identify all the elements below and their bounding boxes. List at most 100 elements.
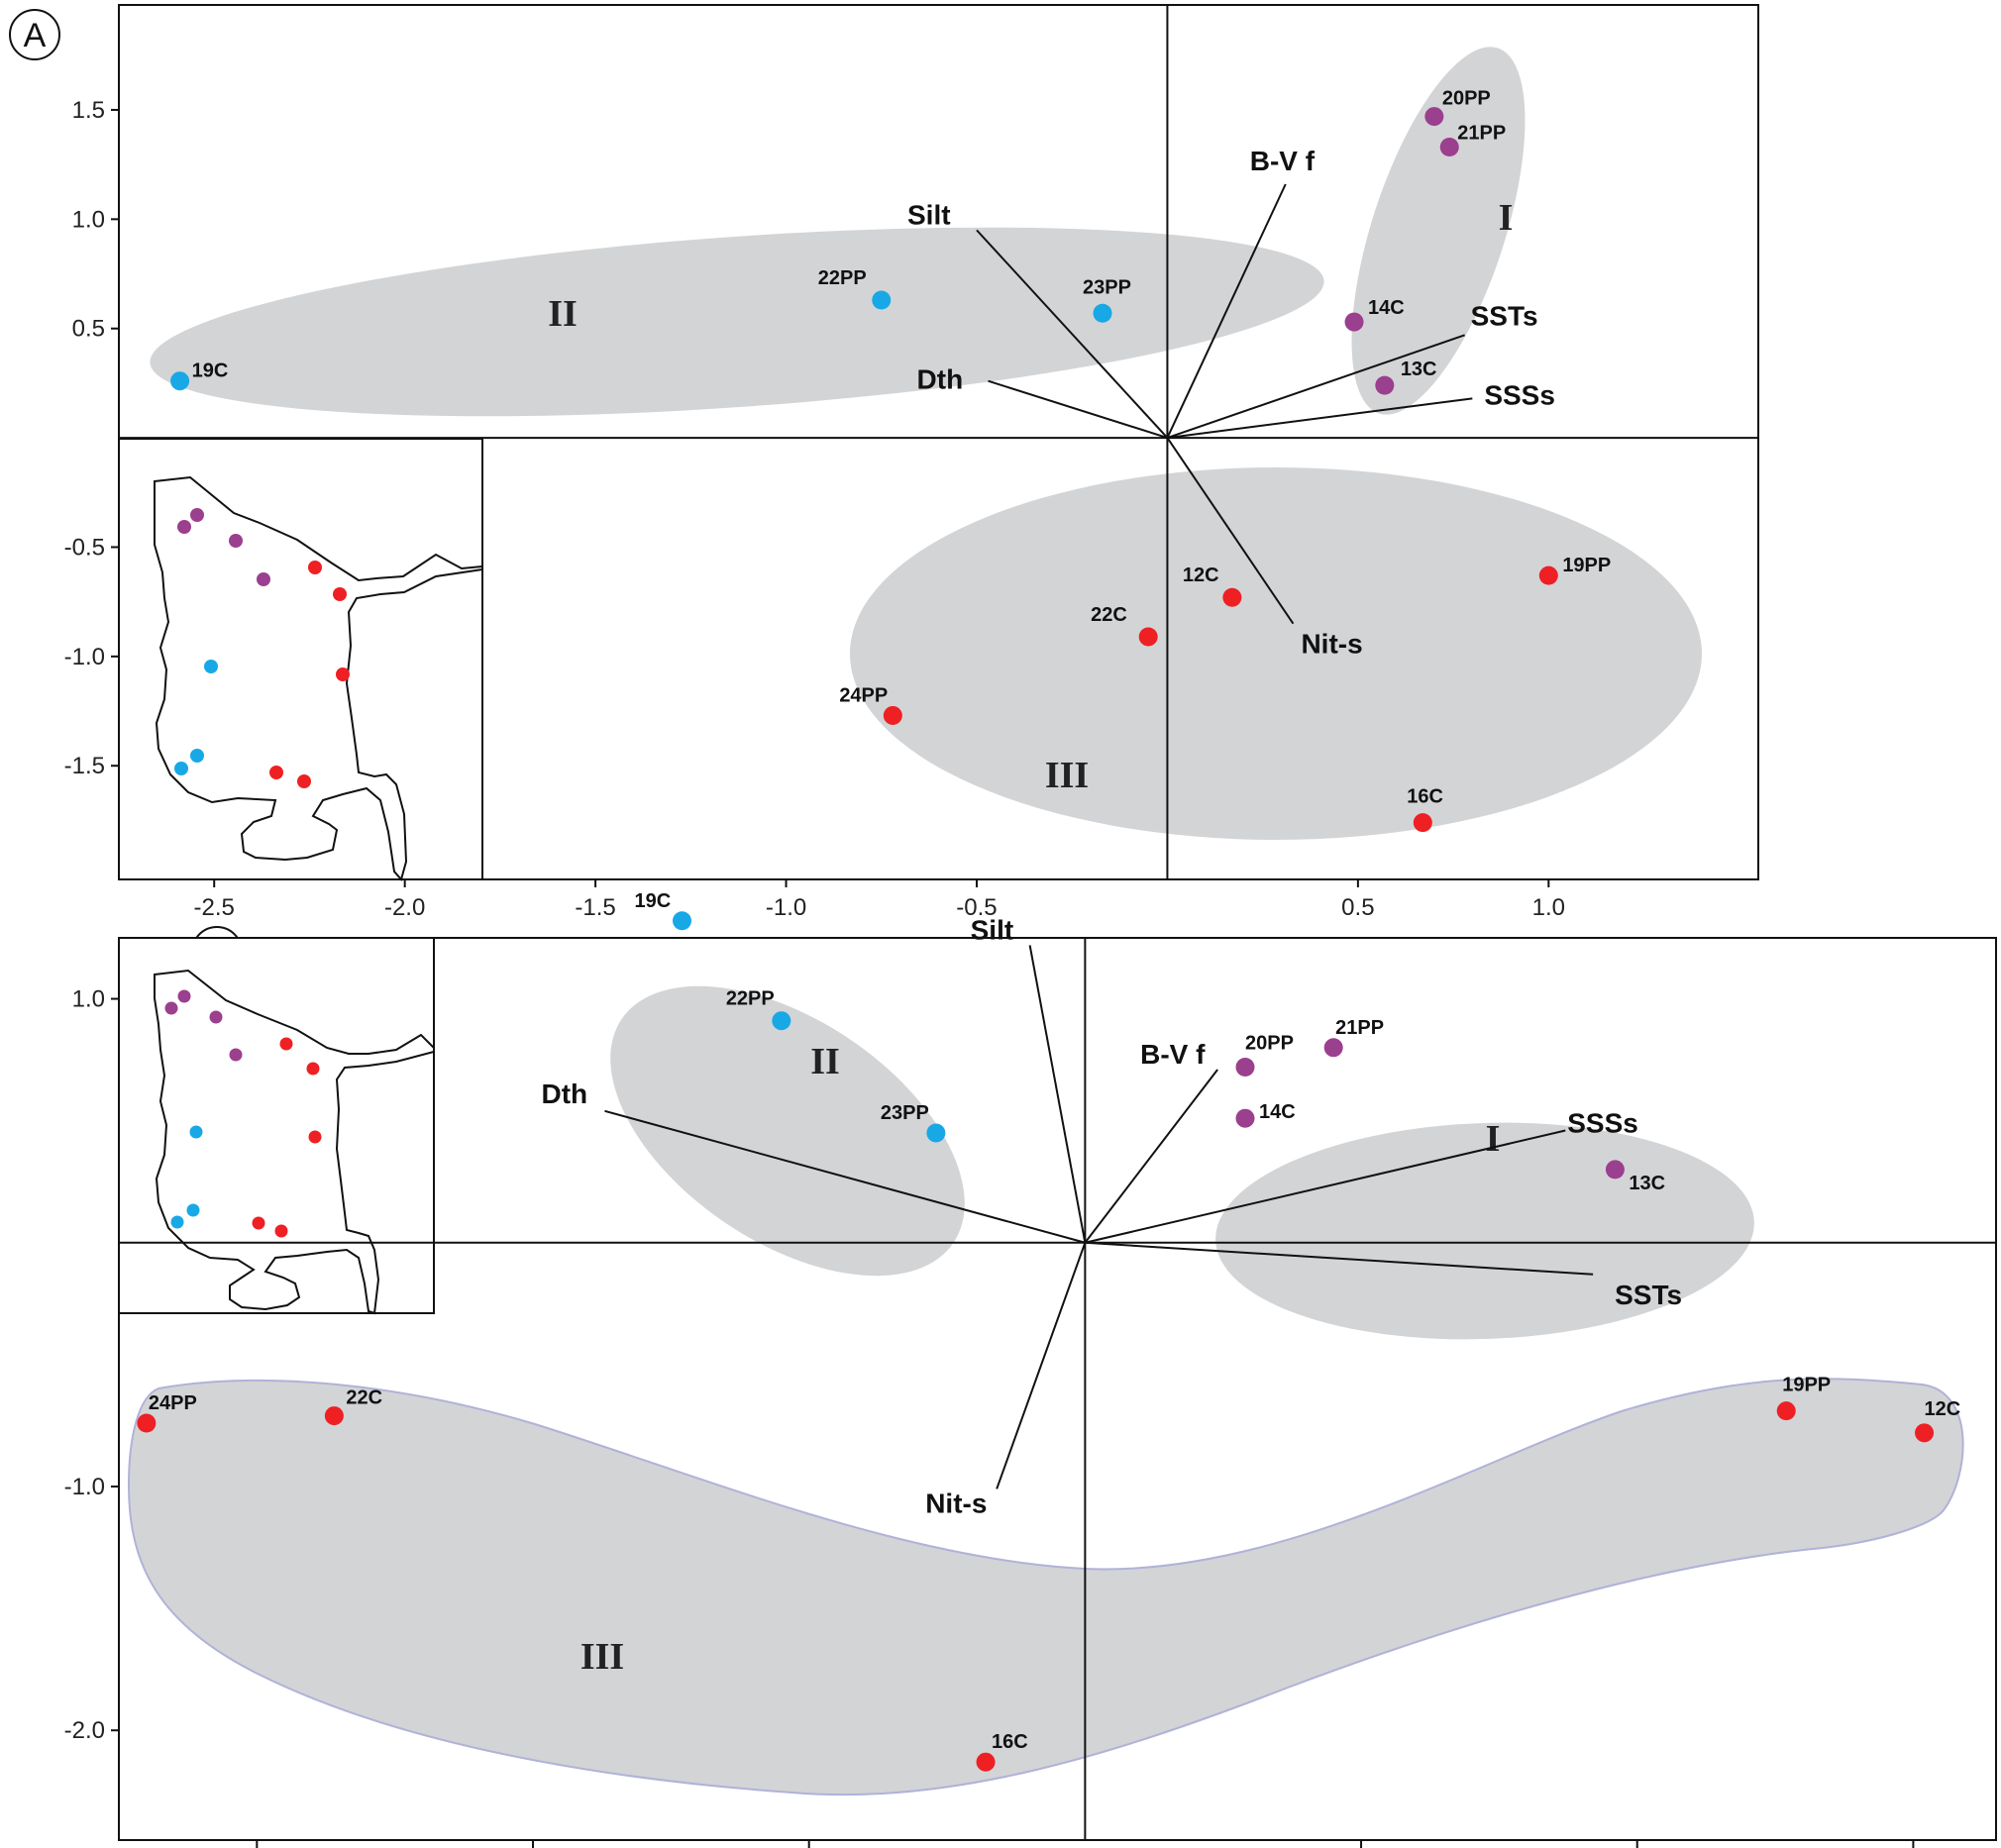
vector-label-silt: Silt [907,199,951,230]
group-ii-label: II [548,293,578,335]
group-ii-label: II [810,1041,840,1082]
point-19c [673,911,691,931]
vector-dth [604,1109,1086,1244]
point-label-23pp: 23PP [881,1102,929,1124]
panel-b-axes [118,937,1997,1841]
group-iii-label: III [1045,755,1089,796]
vector-nit-s [1166,437,1295,625]
point-label-21pp: 21PP [1335,1017,1384,1039]
inset-station-marker [252,1216,265,1230]
point-label-21pp: 21PP [1457,122,1506,144]
point-label-14c: 14C [1368,297,1405,319]
point-16c [976,1752,996,1772]
coastline-outline [154,475,483,882]
vector-label-silt: Silt [971,914,1014,945]
panel-b-points: 19C 22PP 23PP 20PP 21PP 14C 13C 24PP 22C 19PP 12C 1… [137,890,1960,1772]
vector-label-ssss: SSSs [1567,1108,1638,1139]
point-label-13c: 13C [1629,1173,1665,1194]
point-24pp [137,1413,157,1433]
plot-frame [118,4,1759,880]
panel-a-label: A [24,17,47,54]
panel-b-ticks: -1.5-1.0-0.50.51.01.51.0-1.0-2.0 [64,986,1915,1848]
panel-a-inset-map [118,438,483,882]
panel-a-group-ellipses [150,47,1702,840]
vector-silt [1028,945,1087,1243]
point-24pp [883,705,902,725]
vector-b-v-f [1166,183,1287,439]
inset-station-marker [190,749,204,763]
point-20pp [1424,107,1444,127]
x-tick-label: -2.5 [194,894,235,921]
coastline-outline [154,969,435,1315]
inset-station-marker [186,1203,200,1217]
inset-station-marker [274,1224,288,1238]
point-label-19c: 19C [192,360,229,382]
point-22c [1138,627,1158,647]
inset-station-marker [177,989,191,1003]
vector-label-nit-s: Nit-s [1301,629,1362,660]
point-label-19pp: 19PP [1782,1375,1831,1396]
point-14c [1235,1108,1255,1128]
x-tick-label: -2.0 [384,894,425,921]
group-iii-ellipse [850,467,1702,840]
point-label-12c: 12C [1183,565,1219,586]
group-iii-label: III [580,1636,624,1678]
group-i-label: I [1499,197,1514,239]
inset-station-marker [306,1062,320,1076]
point-12c [1222,587,1242,607]
point-16c [1413,813,1432,833]
point-label-22pp: 22PP [726,988,775,1010]
inset-station-marker [297,774,311,788]
vector-ssss [1167,397,1473,440]
plot-frame [118,937,1997,1841]
inset-station-marker [333,587,347,601]
vector-label-ssss: SSSs [1484,379,1555,410]
point-label-14c: 14C [1259,1101,1296,1123]
y-tick-label: -2.0 [64,1717,105,1744]
point-13c [1605,1160,1625,1180]
y-tick-label: -1.5 [64,753,105,779]
y-tick-label: 0.5 [72,316,105,343]
inset-station-marker [279,1037,293,1051]
y-tick-label: 1.0 [72,986,105,1013]
y-tick-label: 1.0 [72,206,105,233]
inset-station-marker [229,534,243,548]
point-14c [1344,312,1364,332]
inset-station-marker [229,1048,243,1062]
inset-station-marker [177,520,191,534]
point-22pp [872,290,892,310]
x-tick-label: -1.5 [575,894,615,921]
point-label-24pp: 24PP [149,1392,197,1414]
point-label-13c: 13C [1401,359,1437,380]
panel-a-ticks: -2.5 -2.0 -1.5 -1.0 -0.5 0.5 1.0 1.5 1.0 0.5 -0.5 -… [64,97,1565,921]
group-ii-ellipse [150,227,1324,417]
vector-ssts [1167,334,1465,440]
panel-a-badge [9,9,60,60]
inset-station-marker [209,1010,223,1024]
vector-label-b-v-f: B-V f [1140,1039,1206,1070]
point-19pp [1776,1401,1796,1421]
point-label-16c: 16C [992,1731,1028,1753]
group-i-ellipse [1351,47,1526,415]
group-iii-band [127,1378,1964,1797]
point-label-22c: 22C [1091,604,1127,626]
vector-ssss [1085,1129,1566,1244]
panel-a-axes [118,4,1759,880]
vector-label-dth: Dth [917,364,964,395]
inset-station-marker [164,1001,178,1015]
y-tick-label: -0.5 [64,534,105,561]
point-label-22c: 22C [346,1387,382,1409]
point-label-23pp: 23PP [1083,276,1131,298]
panel-b-vectors: Silt B-V f SSSs SSTs Dth Nit-s [541,914,1682,1518]
vector-label-b-v-f: B-V f [1250,146,1316,176]
inset-station-marker [190,508,204,522]
inset-station-marker [269,766,283,779]
panel-b-inset-map [118,937,435,1315]
x-tick-label: 1.0 [1532,894,1565,921]
point-22pp [772,1011,791,1031]
point-23pp [1093,303,1112,323]
vector-label-ssts: SSTs [1471,300,1538,331]
group-ii-ellipse [610,985,965,1277]
point-20pp [1235,1057,1255,1077]
